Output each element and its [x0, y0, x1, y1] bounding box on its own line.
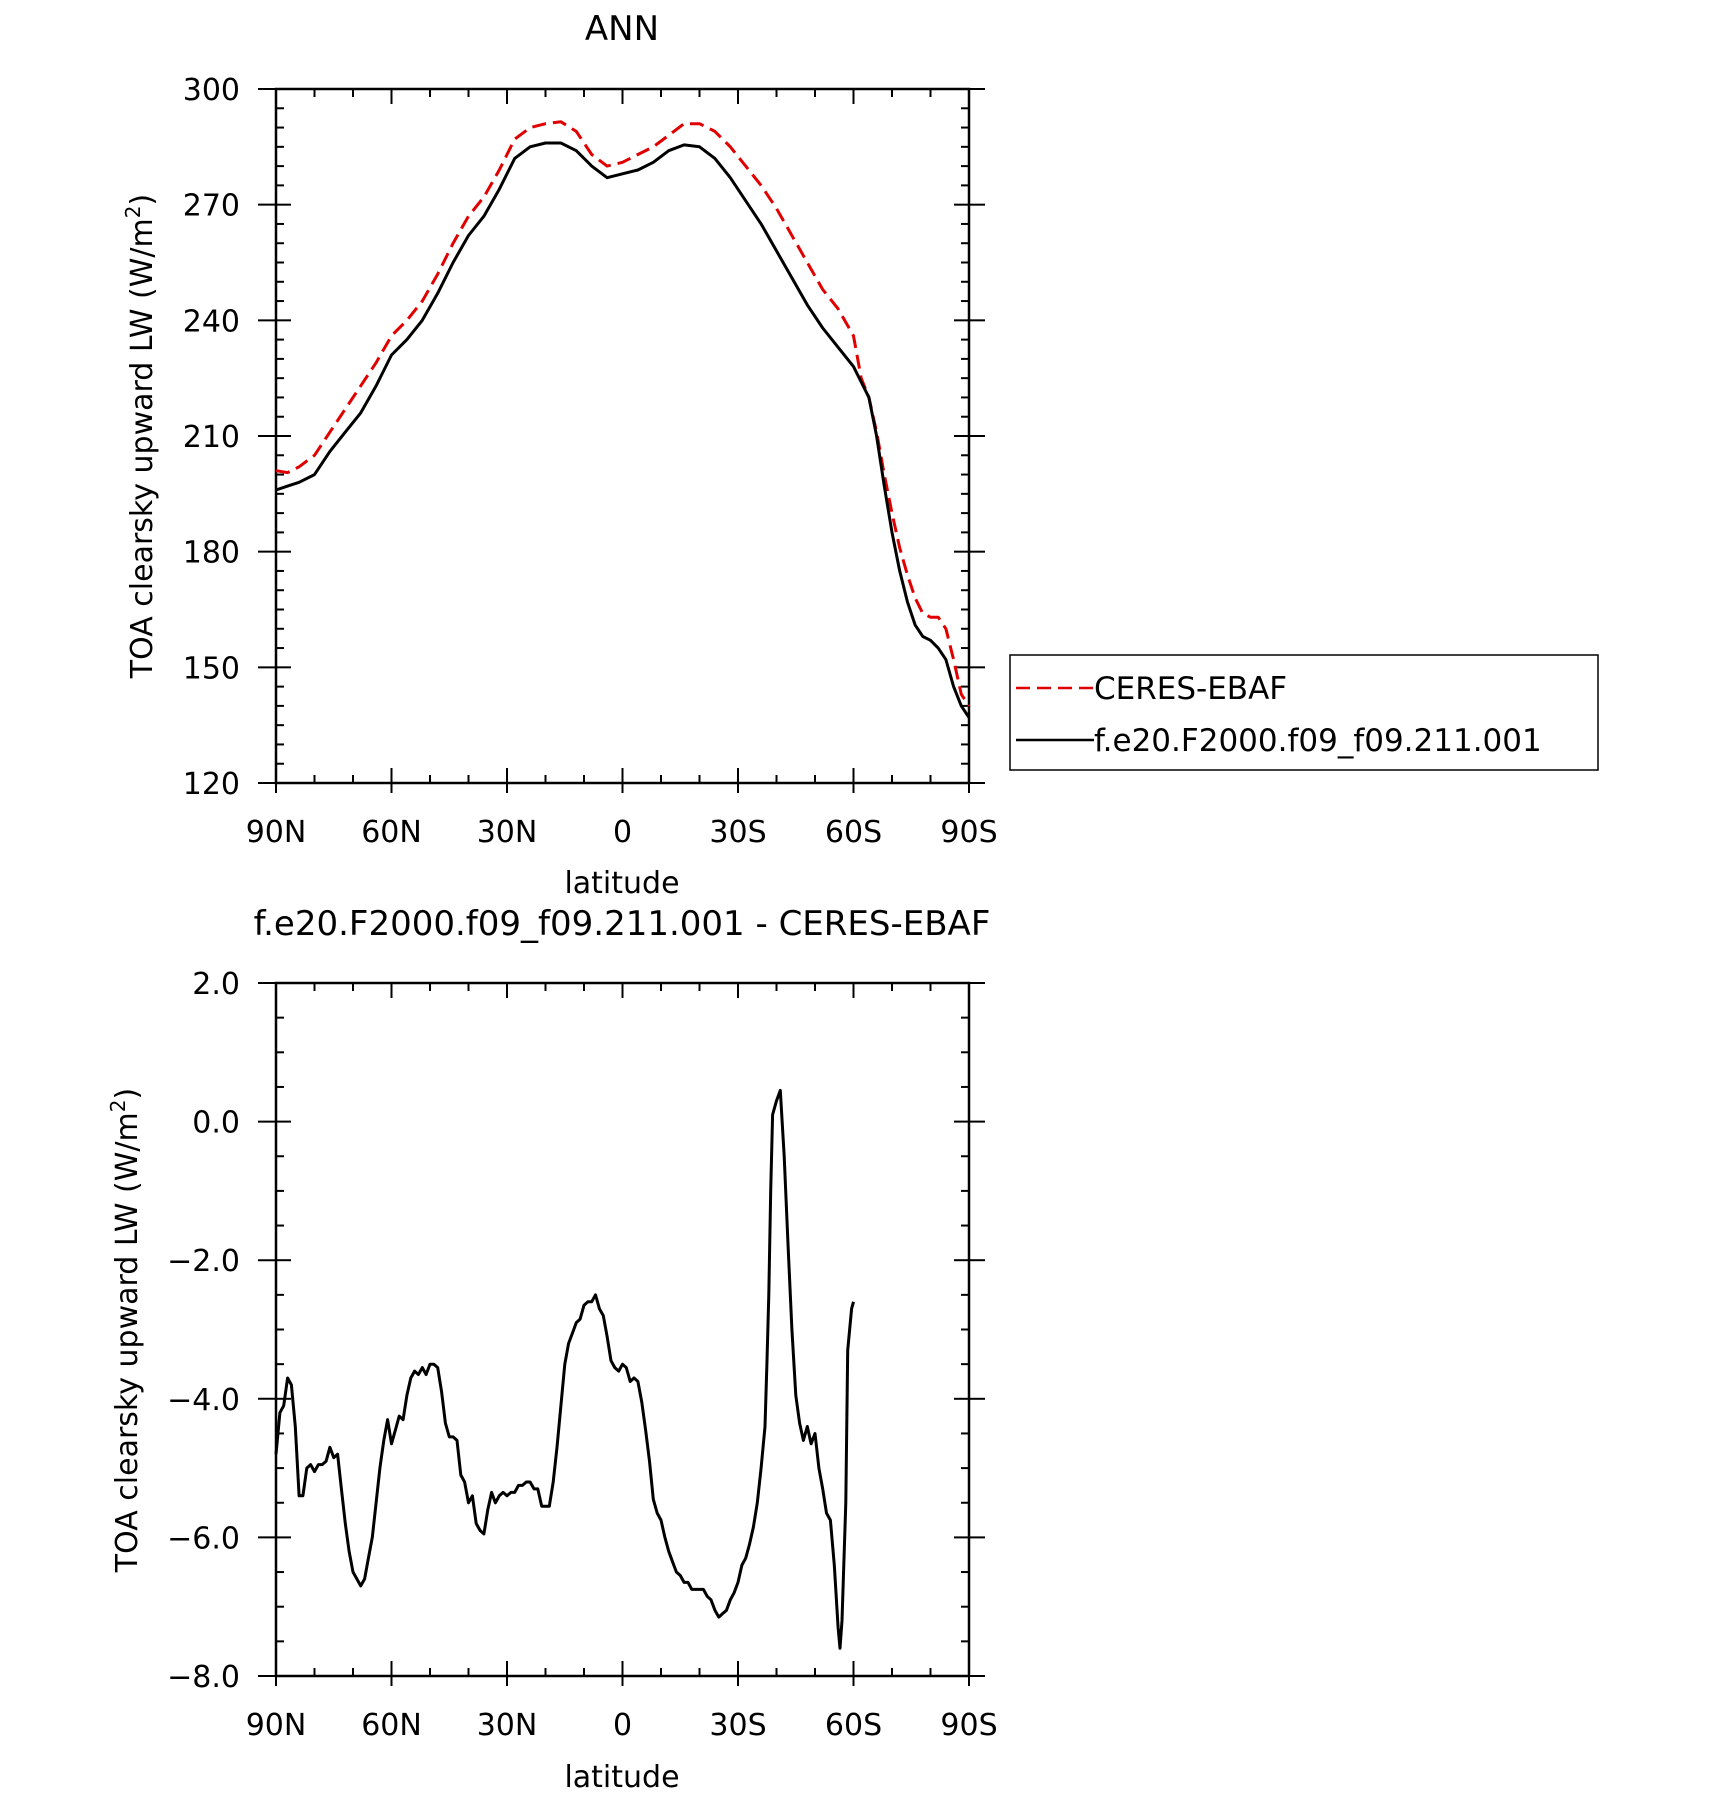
series-line-0	[274, 1088, 855, 1650]
top-axis-ticks: 90N 60N 30N 0 30S 60S 90S 120 150 180 210 240 270 300	[183, 73, 998, 850]
legend-label-ceres: CERES-EBAF	[1094, 671, 1287, 707]
top-y-axis-title-main: TOA clearsky upward LW (W/m	[125, 218, 160, 679]
top-y-axis-title: TOA clearsky upward LW (W/m2)	[121, 194, 160, 679]
bottom-plot-frame	[274, 981, 971, 1678]
y-tick-label: 240	[183, 304, 240, 339]
y-tick-label: 2.0	[192, 967, 240, 1002]
y-tick-label: −2.0	[167, 1244, 240, 1279]
top-chart-title: ANN	[585, 9, 659, 49]
legend: CERES-EBAF f.e20.F2000.f09_f09.211.001	[1009, 654, 1599, 771]
x-tick-label: 60S	[825, 815, 882, 850]
x-tick-label: 0	[613, 1708, 632, 1743]
y-tick-label: −4.0	[167, 1383, 240, 1418]
top-y-axis-title-sup: 2	[121, 206, 145, 219]
y-tick-label: 150	[183, 651, 240, 686]
y-tick-label: 300	[183, 73, 240, 108]
x-tick-label: 90S	[940, 1708, 997, 1743]
x-tick-label: 90N	[246, 1708, 307, 1743]
legend-label-model: f.e20.F2000.f09_f09.211.001	[1094, 723, 1542, 759]
bottom-series-group	[274, 1088, 855, 1650]
top-x-axis-title: latitude	[564, 866, 679, 901]
series-line-1	[275, 141, 971, 719]
bottom-y-axis-title-main: TOA clearsky upward LW (W/m	[110, 1112, 145, 1573]
x-tick-label: 30N	[477, 815, 538, 850]
x-tick-label: 60S	[825, 1708, 882, 1743]
bottom-chart-title: f.e20.F2000.f09_f09.211.001 - CERES-EBAF	[254, 904, 991, 944]
bottom-y-axis-title-close: )	[110, 1088, 145, 1100]
x-tick-label: 30N	[477, 1708, 538, 1743]
top-plot-frame	[274, 87, 971, 785]
bottom-chart: f.e20.F2000.f09_f09.211.001 - CERES-EBAF…	[106, 904, 998, 1795]
legend-box	[1009, 654, 1599, 771]
y-tick-label: 210	[183, 420, 240, 455]
y-tick-label: 0.0	[192, 1106, 240, 1141]
x-tick-label: 60N	[361, 1708, 422, 1743]
y-tick-label: 270	[183, 189, 240, 224]
x-tick-label: 30S	[709, 1708, 766, 1743]
x-tick-label: 90N	[246, 815, 307, 850]
top-y-axis-title-close: )	[125, 194, 160, 206]
y-tick-label: 180	[183, 536, 240, 571]
bottom-y-axis-title: TOA clearsky upward LW (W/m2)	[106, 1088, 145, 1573]
bottom-y-axis-title-sup: 2	[106, 1100, 130, 1113]
x-tick-label: 60N	[361, 815, 422, 850]
x-tick-label: 90S	[940, 815, 997, 850]
top-series-group	[275, 120, 971, 719]
series-line-0	[275, 120, 971, 707]
y-tick-label: 120	[183, 767, 240, 802]
top-chart: ANN 90N 60N 30N 0 30S 60S 90S 120 150 180 210 240 27…	[121, 9, 1599, 901]
x-tick-label: 0	[613, 815, 632, 850]
x-tick-label: 30S	[709, 815, 766, 850]
bottom-axis-ticks: 90N 60N 30N 0 30S 60S 90S −8.0 −6.0 −4.0 −2.0 0.0 2.…	[167, 967, 997, 1743]
y-tick-label: −8.0	[167, 1660, 240, 1695]
y-tick-label: −6.0	[167, 1521, 240, 1556]
bottom-x-axis-title: latitude	[564, 1760, 679, 1795]
